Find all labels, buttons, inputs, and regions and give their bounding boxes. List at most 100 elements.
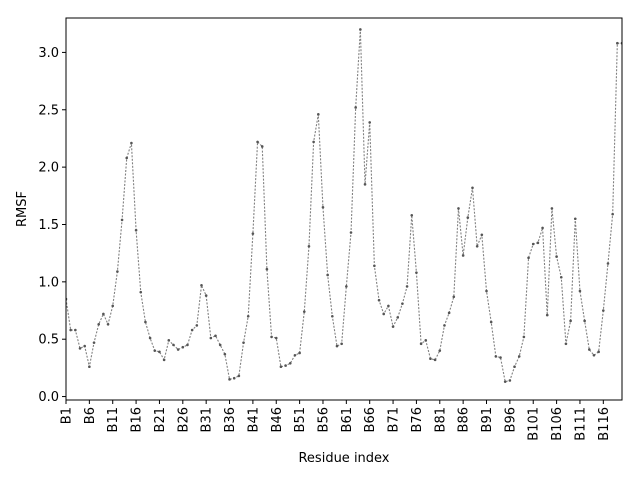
- data-point: [555, 255, 558, 258]
- data-point: [111, 304, 115, 308]
- data-point: [405, 285, 409, 288]
- data-point: [508, 379, 512, 382]
- data-point: [265, 267, 269, 271]
- data-point: [429, 357, 432, 361]
- data-point: [354, 106, 357, 109]
- data-point: [195, 324, 199, 327]
- data-point: [321, 205, 325, 209]
- x-tick-label: B56: [316, 407, 331, 432]
- data-point: [363, 183, 367, 186]
- data-point: [120, 218, 124, 222]
- data-point: [181, 345, 185, 349]
- data-point: [102, 312, 105, 316]
- data-point: [359, 28, 362, 31]
- x-tick-label: B106: [550, 407, 565, 441]
- data-point: [92, 341, 96, 344]
- data-point: [223, 352, 227, 356]
- x-tick-label: B26: [176, 407, 191, 432]
- y-tick-label: 3.0: [38, 46, 59, 61]
- data-point: [288, 361, 292, 365]
- x-tick-label: B46: [270, 407, 285, 432]
- plot-area: [66, 28, 622, 383]
- data-point: [148, 336, 152, 340]
- axes-frame: [65, 17, 623, 401]
- data-point: [499, 356, 502, 359]
- data-point: [401, 302, 404, 305]
- data-point: [611, 212, 614, 216]
- x-tick-label: B31: [200, 407, 215, 432]
- data-point: [602, 309, 605, 312]
- data-point: [415, 271, 418, 274]
- data-point: [447, 311, 451, 315]
- data-point: [204, 294, 208, 297]
- data-point: [190, 328, 194, 332]
- data-point: [531, 242, 535, 246]
- y-tick-label: 1.5: [38, 218, 59, 233]
- data-point: [139, 290, 143, 294]
- data-point: [200, 283, 203, 287]
- data-point: [587, 348, 591, 351]
- data-point: [167, 339, 171, 342]
- data-point: [541, 226, 544, 230]
- data-point: [387, 304, 390, 308]
- data-point: [97, 322, 101, 326]
- data-point: [494, 355, 498, 358]
- data-point: [335, 344, 339, 348]
- x-tick-label: B21: [153, 407, 168, 432]
- data-point: [569, 319, 572, 323]
- data-point: [260, 145, 264, 148]
- data-point: [74, 328, 77, 332]
- data-point: [466, 216, 470, 219]
- data-point: [573, 217, 577, 221]
- data-point: [162, 358, 166, 362]
- data-point: [616, 41, 619, 45]
- x-axis: B1 B6 B11 B16 B21 B26 B31 B36 B41 B46 B51 B56 B61 B66…: [60, 400, 612, 441]
- x-tick-label: B76: [410, 407, 425, 432]
- y-tick-label: 2.5: [38, 103, 59, 118]
- data-point: [522, 335, 526, 339]
- data-point: [125, 156, 129, 160]
- data-point: [419, 342, 423, 346]
- data-point: [373, 264, 376, 268]
- y-tick-label: 1.0: [38, 275, 59, 290]
- data-point: [172, 343, 175, 347]
- data-point: [246, 314, 250, 318]
- data-point: [559, 275, 563, 279]
- data-point: [536, 241, 540, 245]
- data-point: [158, 350, 161, 354]
- rmsf-series: [66, 28, 622, 383]
- data-point: [251, 232, 255, 235]
- data-point: [256, 140, 259, 144]
- data-point: [274, 336, 278, 340]
- data-point: [391, 325, 395, 328]
- y-tick-label: 2.0: [38, 161, 59, 176]
- data-point: [209, 336, 213, 340]
- data-point: [396, 316, 400, 319]
- y-tick-label: 0.5: [38, 333, 59, 348]
- data-point: [232, 376, 236, 380]
- data-point: [349, 231, 353, 234]
- data-point: [130, 141, 133, 145]
- data-point: [317, 113, 320, 116]
- data-point: [237, 374, 241, 378]
- data-point: [443, 324, 446, 327]
- data-point: [106, 322, 110, 326]
- x-tick-label: B91: [480, 407, 495, 432]
- y-tick-label: 0.0: [38, 390, 59, 405]
- x-tick-label: B41: [246, 407, 261, 432]
- data-point: [513, 365, 516, 369]
- data-point: [298, 351, 301, 355]
- x-tick-label: B16: [130, 407, 145, 432]
- data-point: [83, 344, 86, 348]
- data-point: [410, 214, 414, 217]
- data-point: [340, 342, 343, 346]
- data-point: [527, 256, 530, 260]
- x-tick-label: B86: [457, 407, 472, 432]
- data-point: [457, 207, 460, 210]
- data-point: [186, 343, 189, 347]
- x-tick-label: B111: [573, 407, 588, 441]
- x-tick-label: B1: [60, 407, 75, 424]
- data-point: [517, 355, 521, 358]
- data-point: [307, 244, 311, 248]
